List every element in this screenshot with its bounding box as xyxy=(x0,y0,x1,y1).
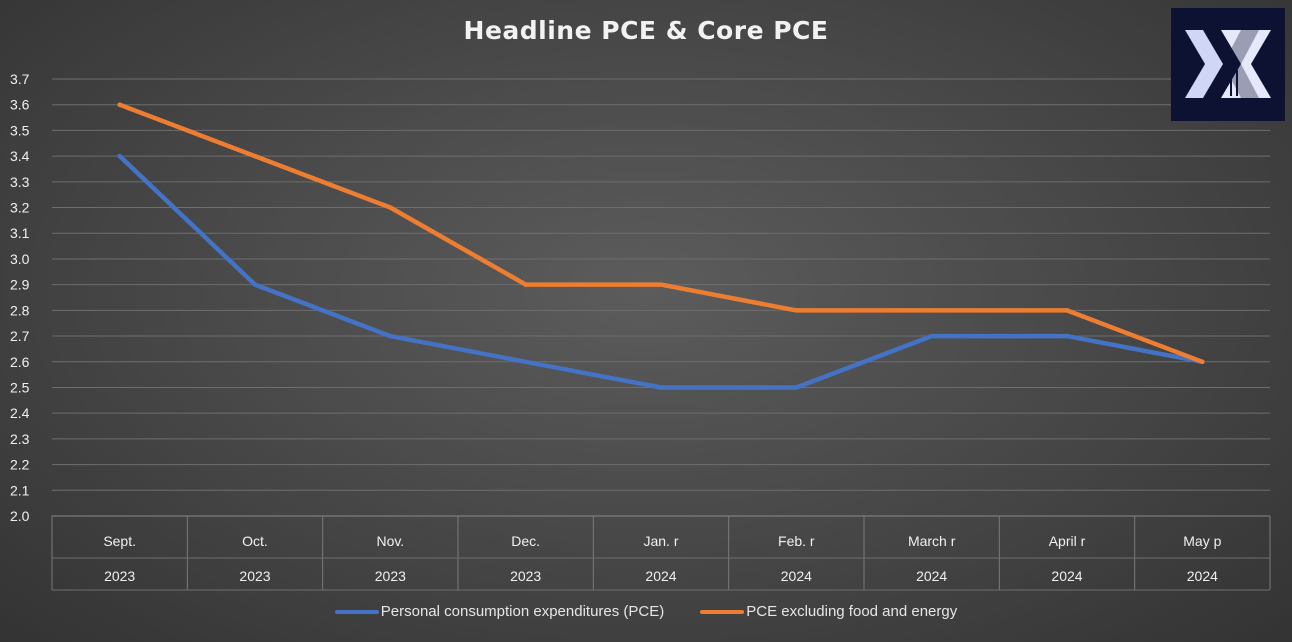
y-tick-label: 2.4 xyxy=(10,405,30,421)
y-tick-label: 2.9 xyxy=(10,277,30,293)
y-tick-label: 3.6 xyxy=(10,97,30,113)
x-tick-label-year: 2024 xyxy=(1187,568,1218,584)
data-point xyxy=(252,153,258,159)
data-point xyxy=(658,282,664,287)
x-tick-label-month: Nov. xyxy=(376,533,404,549)
legend-item-core-pce: PCE excluding food and energy xyxy=(700,603,957,620)
legend-swatch-core-pce xyxy=(700,609,745,614)
y-tick-label: 3.1 xyxy=(10,225,30,241)
y-tick-label: 2.7 xyxy=(10,328,30,344)
y-tick-label: 2.1 xyxy=(10,482,30,498)
x-tick-label-month: Oct. xyxy=(242,533,268,549)
x-tick-label-year: 2024 xyxy=(1051,568,1082,584)
y-tick-label: 3.0 xyxy=(10,251,30,267)
line-chart: 2.0 2.1 2.2 2.3 2.4 2.5 2.6 2.7 2.8 2.9 3.0 3.1 3.2 3… xyxy=(10,71,1271,591)
y-tick-label: 2.3 xyxy=(10,431,30,447)
y-tick-label: 2.8 xyxy=(10,302,30,318)
x-tick-label-month: Feb. r xyxy=(778,533,815,549)
x-tick-label-year: 2023 xyxy=(375,568,406,584)
y-tick-label: 3.3 xyxy=(10,174,30,190)
data-point xyxy=(388,205,393,210)
x-axis-category-table: Sept. 2023 Oct. 2023 Nov. 2023 Dec. 2023 Jan. r 2… xyxy=(51,516,1271,591)
y-axis-ticks: 2.0 2.1 2.2 2.3 2.4 2.5 2.6 2.7 2.8 2.9 3.0 3.1 3.2 3… xyxy=(10,71,30,524)
x-tick-label-month: Dec. xyxy=(511,533,540,549)
data-point xyxy=(929,333,934,339)
x-tick-label-year: 2023 xyxy=(239,568,270,584)
x-tick-label-year: 2024 xyxy=(781,568,812,584)
data-point xyxy=(794,308,799,313)
data-point xyxy=(117,102,122,107)
data-point xyxy=(929,308,934,313)
y-tick-label: 2.5 xyxy=(10,379,30,395)
x-tick-label-year: 2024 xyxy=(645,568,676,584)
data-point xyxy=(1200,359,1205,364)
y-tick-label: 3.2 xyxy=(10,200,30,216)
x-tick-label-year: 2024 xyxy=(916,568,947,584)
y-tick-label: 2.2 xyxy=(10,457,30,473)
data-point xyxy=(117,153,122,159)
x-tick-label-month: April r xyxy=(1049,533,1086,549)
x-tick-label-month: Jan. r xyxy=(643,533,678,549)
legend-label-core-pce: PCE excluding food and energy xyxy=(746,603,958,620)
data-point xyxy=(658,385,664,390)
legend-item-pce: Personal consumption expenditures (PCE) xyxy=(334,603,665,620)
chart-title: Headline PCE & Core PCE xyxy=(463,16,829,45)
y-tick-label: 3.4 xyxy=(10,148,30,164)
gridlines xyxy=(52,78,1270,517)
data-point xyxy=(523,282,528,287)
x-tick-label-month: March r xyxy=(908,533,956,549)
x-tick-label-year: 2023 xyxy=(510,568,541,584)
y-tick-label: 2.0 xyxy=(10,508,30,524)
data-point xyxy=(794,385,799,390)
legend-swatch-pce xyxy=(334,609,379,614)
data-point xyxy=(1064,333,1070,339)
chart-legend: Personal consumption expenditures (PCE) … xyxy=(0,603,1292,620)
legend-label-pce: Personal consumption expenditures (PCE) xyxy=(380,603,665,620)
data-point xyxy=(252,282,258,287)
x-tick-label-year: 2023 xyxy=(104,568,135,584)
data-point xyxy=(523,359,528,364)
data-point xyxy=(388,333,393,339)
x-tick-label-month: Sept. xyxy=(103,533,136,549)
brand-logo xyxy=(1171,8,1285,121)
data-point xyxy=(1064,308,1070,313)
y-tick-label: 2.6 xyxy=(10,354,30,370)
series-lines xyxy=(117,102,1205,390)
y-tick-label: 3.7 xyxy=(10,71,30,87)
x-logo-icon xyxy=(1185,30,1271,98)
x-tick-label-month: May p xyxy=(1183,533,1221,549)
series-line-0 xyxy=(117,153,1205,390)
y-tick-label: 3.5 xyxy=(10,122,30,138)
